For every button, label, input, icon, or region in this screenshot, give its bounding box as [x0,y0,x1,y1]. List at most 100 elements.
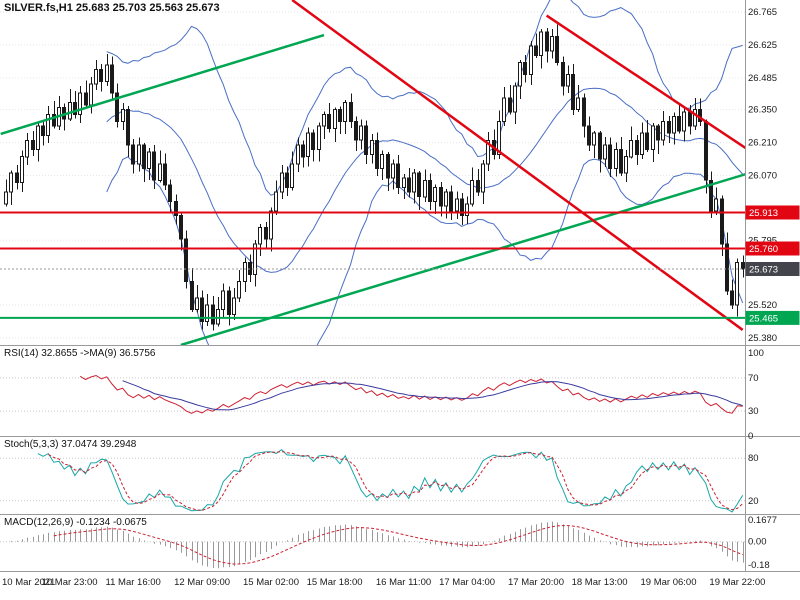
candle-body [36,125,40,151]
y-axis-tick: 26.070 [748,171,777,182]
candle-body [682,111,686,132]
candle-body [15,172,19,184]
candle-body [481,163,485,193]
candle-body [529,45,533,75]
candle-body [635,139,639,155]
macd-signal-line [53,525,743,565]
candle-body [603,144,607,160]
x-axis-label: 19 Mar 22:00 [709,577,765,588]
candle-body [661,120,665,141]
trend-line-red-2[interactable] [291,0,744,331]
candle-body [354,120,358,141]
candle-body [741,262,745,270]
candle-body [576,97,580,111]
x-axis-label: 12 Mar 09:00 [174,577,230,588]
candle-body [407,177,411,193]
trend-line-red-3[interactable] [545,14,800,185]
candle-body [333,109,337,129]
candle-body [137,144,141,165]
trend-line-green-0[interactable] [180,157,800,345]
candle-body [725,243,729,292]
price-badge-25.913: 25.913 [745,205,800,220]
candle-body [423,179,427,198]
candle-body [502,97,506,122]
x-axis-label: 10 Mar 2021 [2,577,55,588]
candle-body [221,290,225,311]
price-badge-text: 25.913 [749,208,778,219]
price-badge-25.760: 25.760 [745,241,800,256]
price-badge-text: 25.465 [749,313,778,324]
candle-body [523,62,527,75]
candle-body [237,281,241,299]
candle-body [46,113,50,137]
candle-body [301,144,305,158]
candle-body [688,111,692,127]
x-axis-label: 17 Mar 04:00 [439,577,495,588]
candle-body [94,69,98,85]
candle-body [99,69,103,82]
candle-body [714,198,718,212]
candles [4,24,745,331]
candle-body [258,226,262,245]
price-badge-text: 25.760 [749,244,778,255]
candle-body [709,179,713,212]
bollinger-upper [106,0,743,196]
candle-body [651,125,655,151]
candle-body [269,210,273,240]
candle-body [592,132,596,146]
candle-body [327,113,331,130]
candle-body [545,31,549,52]
stoch-signal-line [48,451,744,511]
trend-line-green-1[interactable] [0,33,325,136]
candle-body [200,297,204,322]
candle-body [232,297,236,315]
stoch-axis-tick: 20 [748,496,759,507]
candle-body [274,191,278,212]
rsi-axis-tick: 30 [748,406,759,417]
candle-body [306,132,310,158]
candle-body [52,113,56,127]
candle-body [296,144,300,165]
candle-body [598,132,602,160]
candle-body [391,163,395,179]
trend-lines [0,0,800,345]
rsi-axis-tick: 70 [748,373,759,384]
candle-body [402,177,406,188]
candle-body [370,139,374,155]
candle-body [359,125,363,141]
candle-body [677,116,681,132]
candle-body [163,163,167,186]
candle-body [672,116,676,134]
macd-axis-tick: 0.00 [748,537,767,548]
candle-body [4,191,8,205]
candle-body [105,64,109,82]
candle-body [566,73,570,87]
candle-body [73,102,77,115]
candle-body [227,290,231,315]
stoch-axis-tick: 80 [748,453,759,464]
candle-body [587,125,591,146]
candle-body [449,191,453,212]
candle-body [460,198,464,217]
candle-body [571,73,575,111]
y-axis-tick: 25.520 [748,300,777,311]
candle-body [31,139,35,151]
candle-body [693,109,697,127]
candle-body [9,172,13,193]
stoch-panel [0,449,745,513]
candle-body [582,97,586,127]
x-axis-label: 15 Mar 02:00 [243,577,299,588]
candle-body [704,120,708,181]
candle-body [158,163,162,181]
candle-body [455,198,459,212]
y-axis-tick: 26.765 [748,7,777,18]
candle-body [614,149,618,169]
price-badge-25.673: 25.673 [745,262,800,276]
candle-body [439,186,443,207]
candle-body [338,109,342,122]
macd-panel [0,521,745,569]
macd-axis-tick: -0.18 [748,560,770,571]
